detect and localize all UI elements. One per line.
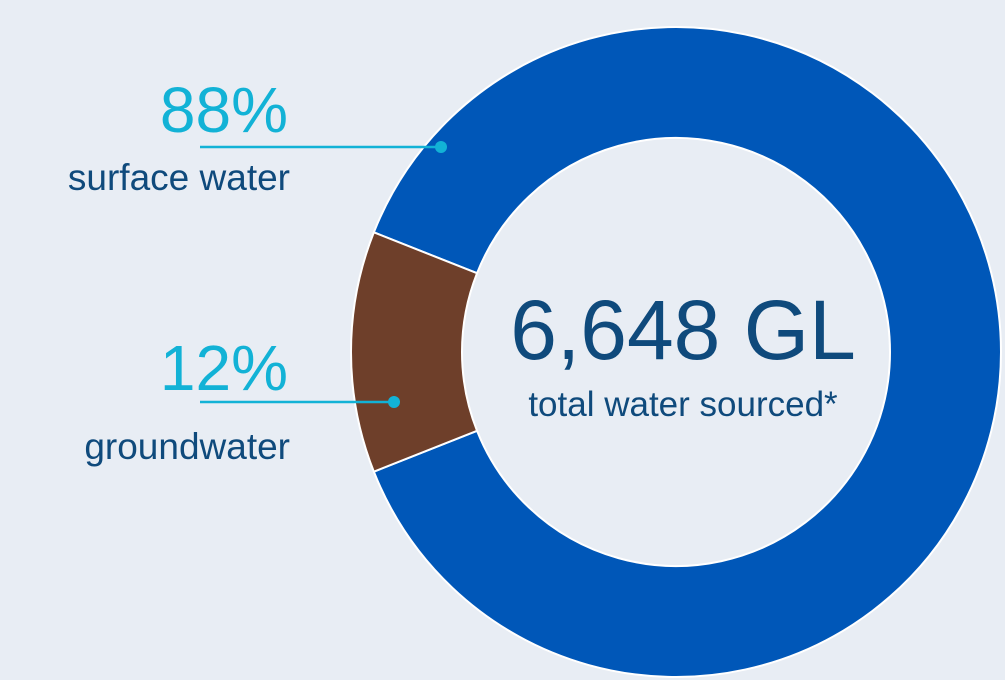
surface-water-label: surface water (67, 157, 290, 198)
surface-water-leader-dot (435, 141, 447, 153)
surface-water-percent: 88% (159, 74, 288, 146)
groundwater-label: groundwater (84, 426, 290, 467)
center-caption: total water sourced* (528, 385, 838, 424)
center-total-value: 6,648 GL (510, 283, 856, 377)
groundwater-percent: 12% (159, 332, 288, 404)
groundwater-slice (350, 231, 479, 473)
surface-water-slice (372, 26, 1003, 678)
groundwater-leader-dot (388, 396, 400, 408)
